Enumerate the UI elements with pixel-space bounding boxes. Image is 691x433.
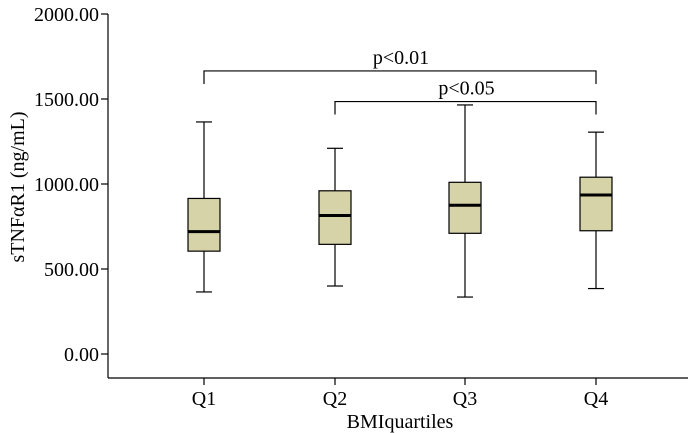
y-tick-label: 1000.00 bbox=[34, 174, 99, 196]
y-tick-label: 2000.00 bbox=[34, 4, 99, 26]
iqr-box bbox=[187, 197, 221, 252]
significance-bracket: p<0.01 bbox=[203, 47, 597, 84]
box-q2 bbox=[318, 147, 352, 287]
significance-annotations: p<0.01 p<0.05 bbox=[203, 47, 597, 115]
bracket-line bbox=[334, 100, 597, 115]
y-tick-label: 1500.00 bbox=[34, 89, 99, 111]
iqr-box bbox=[579, 176, 613, 232]
boxes bbox=[187, 104, 613, 298]
x-tick-label: Q1 bbox=[192, 388, 216, 410]
box-q3 bbox=[448, 104, 482, 298]
p-value-label: p<0.05 bbox=[438, 78, 494, 100]
y-tick-label: 0.00 bbox=[64, 344, 99, 366]
bracket-line bbox=[203, 70, 597, 84]
significance-bracket: p<0.05 bbox=[334, 78, 597, 115]
y-tick-label: 500.00 bbox=[44, 259, 99, 281]
iqr-box bbox=[318, 190, 352, 245]
p-value-label: p<0.01 bbox=[373, 47, 429, 69]
x-tick-label: Q3 bbox=[453, 388, 477, 410]
box-q1 bbox=[187, 121, 221, 293]
x-axis-label: BMIquartiles bbox=[347, 411, 454, 433]
y-axis-ticks: 0.00 500.00 1000.00 1500.00 2000.00 bbox=[34, 4, 108, 366]
y-axis-label: sTNFαR1 (ng/mL) bbox=[7, 111, 29, 262]
box-q4 bbox=[579, 131, 613, 290]
iqr-box bbox=[448, 181, 482, 234]
x-tick-label: Q4 bbox=[584, 388, 608, 410]
x-axis-ticks: Q1 Q2 Q3 Q4 bbox=[192, 378, 608, 410]
axes bbox=[107, 14, 688, 379]
x-tick-label: Q2 bbox=[323, 388, 347, 410]
